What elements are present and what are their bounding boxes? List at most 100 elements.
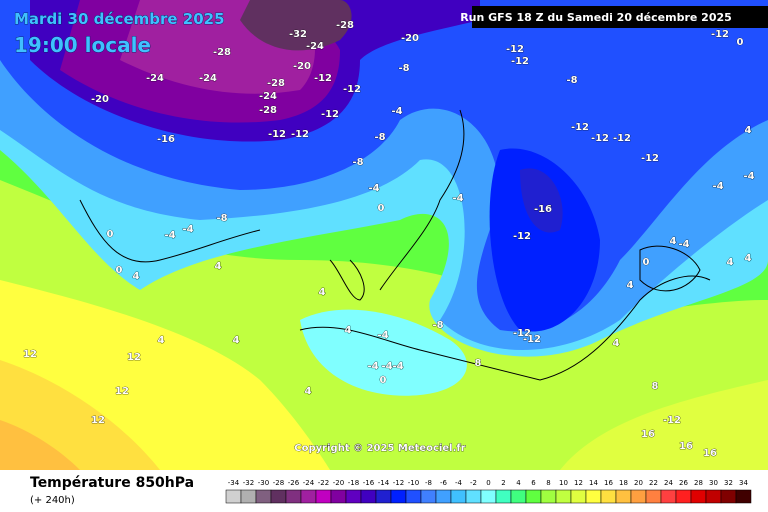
contour-label: -12: [513, 328, 531, 339]
contour-label: 0: [380, 375, 387, 386]
contour-label: -16: [534, 204, 552, 215]
legend-swatch: [720, 489, 737, 504]
contour-label: 16: [641, 429, 655, 440]
contour-label: -8: [352, 157, 363, 168]
date: Mardi 30 décembre 2025: [14, 10, 225, 28]
legend-tick-label: -32: [243, 479, 254, 487]
legend-tick-label: -4: [455, 479, 463, 487]
contour-label: -4: [392, 361, 403, 372]
contour-label: -12: [513, 231, 531, 242]
legend-swatch: [540, 489, 557, 504]
legend-tick-label: 0: [486, 479, 490, 487]
contour-label: -12: [571, 122, 589, 133]
legend-swatch: [555, 489, 572, 504]
contour-label: 0: [116, 265, 123, 276]
legend-swatch: [225, 489, 242, 504]
contour-label: 4: [158, 335, 165, 346]
contour-label: 4: [670, 236, 677, 247]
contour-label: 4: [745, 125, 752, 136]
contour-label: 4: [305, 386, 312, 397]
legend-tick-label: 10: [559, 479, 568, 487]
legend-tick-label: 30: [709, 479, 718, 487]
contour-label: -12: [343, 84, 361, 95]
legend-swatch: [315, 489, 332, 504]
contour-label: -8: [374, 132, 385, 143]
contour-label: 16: [679, 441, 693, 452]
contour-label: -4: [743, 171, 754, 182]
legend-tick-label: -8: [425, 479, 432, 487]
contour-label: -28: [213, 47, 231, 58]
time: 19:00 locale: [14, 33, 151, 57]
contour-label: 12: [115, 386, 129, 397]
run-box: [472, 6, 768, 28]
contour-label: -16: [157, 134, 175, 145]
contour-label: -4: [381, 361, 392, 372]
contour-label: -12: [591, 133, 609, 144]
contour-label: -4: [164, 230, 175, 241]
contour-labels: -24 -24-20-16-28-28-24-28-12 -12-20-12-32-…: [23, 20, 755, 460]
legend-tick-label: 34: [739, 479, 748, 487]
legend-tick-label: 12: [574, 479, 583, 487]
legend-swatch: [675, 489, 692, 504]
legend-tick-label: 16: [604, 479, 613, 487]
legend-swatch: [600, 489, 617, 504]
contour-label: -4: [377, 330, 388, 341]
contour-label: -8: [432, 320, 443, 331]
contour-label: -12: [321, 109, 339, 120]
contour-label: 4: [745, 253, 752, 264]
contour-label: -12: [523, 334, 541, 345]
contour-label: 4: [345, 325, 352, 336]
run-info: Run GFS 18 Z du Samedi 20 décembre 2025: [460, 11, 732, 24]
contour-label: 12: [127, 352, 141, 363]
legend-swatch: [660, 489, 677, 504]
contour-label: -20: [91, 94, 109, 105]
contour-label: -12: [511, 56, 529, 67]
contour-label: 4: [613, 338, 620, 349]
contour-label: -24: [306, 41, 324, 52]
legend-swatch: [270, 489, 287, 504]
contour-label: -12: [711, 29, 729, 40]
legend-tick-label: -2: [470, 479, 477, 487]
contour-label: 0: [643, 257, 650, 268]
legend-tick-label: 28: [694, 479, 703, 487]
legend-swatch: [525, 489, 542, 504]
legend-swatch: [255, 489, 272, 504]
contour-label: -12: [314, 73, 332, 84]
temperature-field: [0, 0, 768, 470]
contour-label: -12: [663, 415, 681, 426]
contour-label: 4: [627, 280, 634, 291]
legend-swatch: [285, 489, 302, 504]
legend-tick-label: -30: [258, 479, 269, 487]
legend-swatch: [615, 489, 632, 504]
contour-label: -4: [712, 181, 723, 192]
contour-label: -24: [199, 73, 217, 84]
legend-swatch: [495, 489, 512, 504]
contour-label: -12: [291, 129, 309, 140]
legend-tick-label: -26: [288, 479, 300, 487]
legend-tick-label: 26: [679, 479, 688, 487]
contour-label: -4: [678, 239, 689, 250]
footer-title: Température 850hPa: [30, 475, 194, 491]
legend-swatch: [375, 489, 392, 504]
legend-tick-label: 24: [664, 479, 673, 487]
legend-tick-label: 14: [589, 479, 598, 487]
legend-tick-label: 2: [501, 479, 505, 487]
contour-label: 8: [475, 358, 482, 369]
legend-swatch: [645, 489, 662, 504]
legend-tick-label: 22: [649, 479, 658, 487]
legend-swatch: [405, 489, 422, 504]
legend-swatch: [570, 489, 587, 504]
contour-label: 4: [319, 287, 326, 298]
contour-label: -12: [506, 44, 524, 55]
legend-swatch: [420, 489, 437, 504]
contour-label: -20: [401, 33, 419, 44]
contour-label: -12: [613, 133, 631, 144]
contour-label: -4: [182, 224, 193, 235]
legend-tick-label: 6: [531, 479, 536, 487]
legend-tick-label: -6: [440, 479, 448, 487]
contour-label: 12: [23, 349, 37, 360]
contour-label: -4: [391, 106, 402, 117]
legend-tick-label: -12: [393, 479, 404, 487]
coastlines: [79, 109, 711, 381]
